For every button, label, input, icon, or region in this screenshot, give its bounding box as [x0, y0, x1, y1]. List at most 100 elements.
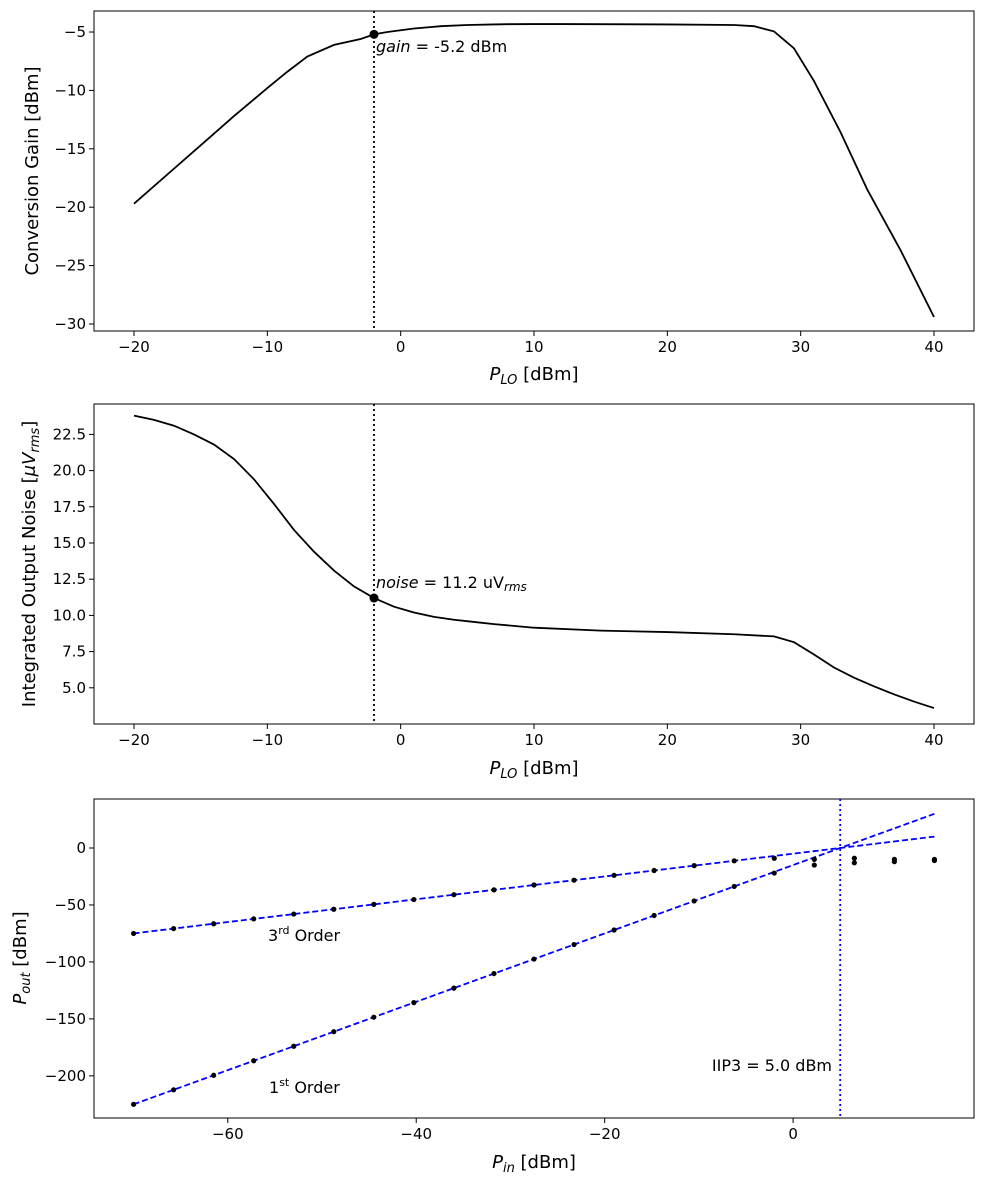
y-tick-label: 5.0 — [62, 679, 86, 697]
first-order-point — [811, 856, 817, 862]
first-order-point — [811, 862, 817, 868]
panel-iip3: −60 −40 −20 0 0 −50 −100 −150 −200 Pin [dBm] Po… — [10, 798, 975, 1176]
y-tick-label: 12.5 — [53, 570, 86, 588]
x-tick-label: 0 — [788, 1125, 798, 1143]
first-order-point — [451, 985, 457, 991]
x-axis-label: PLO [dBm] — [489, 758, 578, 782]
third-order-point — [531, 882, 537, 888]
first-order-point — [331, 1029, 337, 1035]
y-axis-label: Integrated Output Noise [μVrms] — [19, 421, 43, 707]
y-axis-label: Conversion Gain [dBm] — [22, 66, 43, 275]
first-order-label: 1st Order — [269, 1076, 340, 1097]
y-tick-label: 10.0 — [53, 606, 86, 624]
y-tick-label: −10 — [54, 81, 86, 99]
x-ticks: −20 −10 0 10 20 30 40 — [118, 724, 944, 749]
first-order-point — [891, 856, 897, 862]
first-order-point — [651, 912, 657, 919]
third-order-point — [451, 892, 457, 898]
x-tick-label: 20 — [658, 731, 677, 749]
first-order-point — [531, 956, 537, 962]
y-tick-label: −25 — [54, 257, 86, 275]
first-order-point — [491, 970, 497, 977]
third-order-point — [611, 872, 617, 878]
x-tick-label: 30 — [791, 338, 810, 356]
y-tick-label: 7.5 — [62, 643, 86, 661]
first-order-point — [691, 898, 697, 904]
x-axis-label: Pin [dBm] — [492, 1152, 576, 1176]
first-order-point — [130, 1101, 137, 1107]
third-order-point — [130, 930, 137, 937]
x-tick-label: 0 — [396, 338, 406, 356]
first-order-point — [931, 856, 938, 862]
x-tick-label: −10 — [252, 731, 284, 749]
x-tick-label: −60 — [212, 1125, 244, 1143]
y-tick-label: −15 — [54, 140, 86, 158]
y-tick-label: −20 — [54, 198, 86, 216]
third-order-point — [411, 896, 417, 903]
y-tick-label: −200 — [45, 1067, 86, 1085]
first-order-point — [731, 883, 737, 890]
x-tick-label: 40 — [924, 338, 943, 356]
third-order-point — [291, 911, 297, 917]
x-tick-label: 0 — [396, 731, 406, 749]
third-order-point — [571, 877, 577, 883]
y-ticks: −5 −10 −15 −20 −25 −30 — [54, 23, 94, 333]
y-tick-label: −50 — [54, 896, 86, 914]
first-order-point — [211, 1072, 217, 1078]
third-order-label: 3rd Order — [268, 924, 340, 945]
y-tick-label: −5 — [64, 23, 86, 41]
plot-content — [130, 799, 938, 1118]
x-tick-label: 10 — [524, 731, 543, 749]
first-order-point — [851, 860, 857, 866]
third-order-point — [331, 906, 337, 912]
first-order-point — [411, 1000, 417, 1006]
third-order-point — [691, 863, 697, 869]
y-ticks: 0 −50 −100 −150 −200 — [45, 839, 94, 1085]
x-axis-label: PLO [dBm] — [489, 364, 578, 388]
y-tick-label: −30 — [54, 315, 86, 333]
plot-frame — [93, 403, 975, 725]
operating-point-marker — [369, 29, 379, 39]
x-ticks: −60 −40 −20 0 — [212, 1118, 798, 1143]
gain-annotation: gain = -5.2 dBm — [376, 37, 507, 56]
y-ticks: 5.0 7.5 10.0 12.5 15.0 17.5 20.0 22.5 — [53, 425, 94, 697]
x-tick-label: −10 — [252, 338, 284, 356]
operating-point-marker — [369, 593, 379, 603]
x-tick-label: 30 — [791, 731, 810, 749]
third-order-point — [731, 858, 737, 864]
x-tick-label: 20 — [658, 338, 677, 356]
first-order-point — [371, 1014, 377, 1020]
x-tick-label: −20 — [118, 338, 150, 356]
first-order-point — [171, 1087, 177, 1093]
series-line-gain — [133, 23, 935, 318]
first-order-point — [851, 855, 857, 861]
noise-annotation: noise = 11.2 uVrms — [376, 573, 527, 594]
first-order-point — [291, 1043, 297, 1049]
panel-output-noise: −20 −10 0 10 20 30 40 5.0 7.5 10.0 12.5 15.0 17.5 20… — [19, 403, 975, 782]
plot-frame — [93, 798, 975, 1119]
y-tick-label: −100 — [45, 953, 86, 971]
x-tick-label: 40 — [924, 731, 943, 749]
plot-content — [133, 11, 935, 331]
x-ticks: −20 −10 0 10 20 30 40 — [118, 331, 944, 356]
first-order-point — [771, 870, 777, 876]
y-tick-label: −150 — [45, 1010, 86, 1028]
x-tick-label: 10 — [524, 338, 543, 356]
y-tick-label: 0 — [76, 839, 86, 857]
third-order-point — [211, 921, 217, 927]
third-order-point — [371, 901, 377, 907]
y-tick-label: 22.5 — [53, 425, 86, 443]
third-order-point — [491, 887, 497, 893]
first-order-point — [611, 927, 617, 933]
third-order-point — [771, 855, 777, 861]
y-axis-label: Pout [dBm] — [10, 911, 34, 1004]
plot-content — [133, 404, 935, 724]
iip3-label: IIP3 = 5.0 dBm — [712, 1056, 832, 1075]
y-tick-label: 20.0 — [53, 462, 86, 480]
third-order-point — [171, 925, 177, 932]
y-tick-label: 17.5 — [53, 498, 86, 516]
series-line-noise — [133, 414, 935, 709]
first-order-point — [251, 1058, 257, 1064]
x-tick-label: −40 — [400, 1125, 432, 1143]
